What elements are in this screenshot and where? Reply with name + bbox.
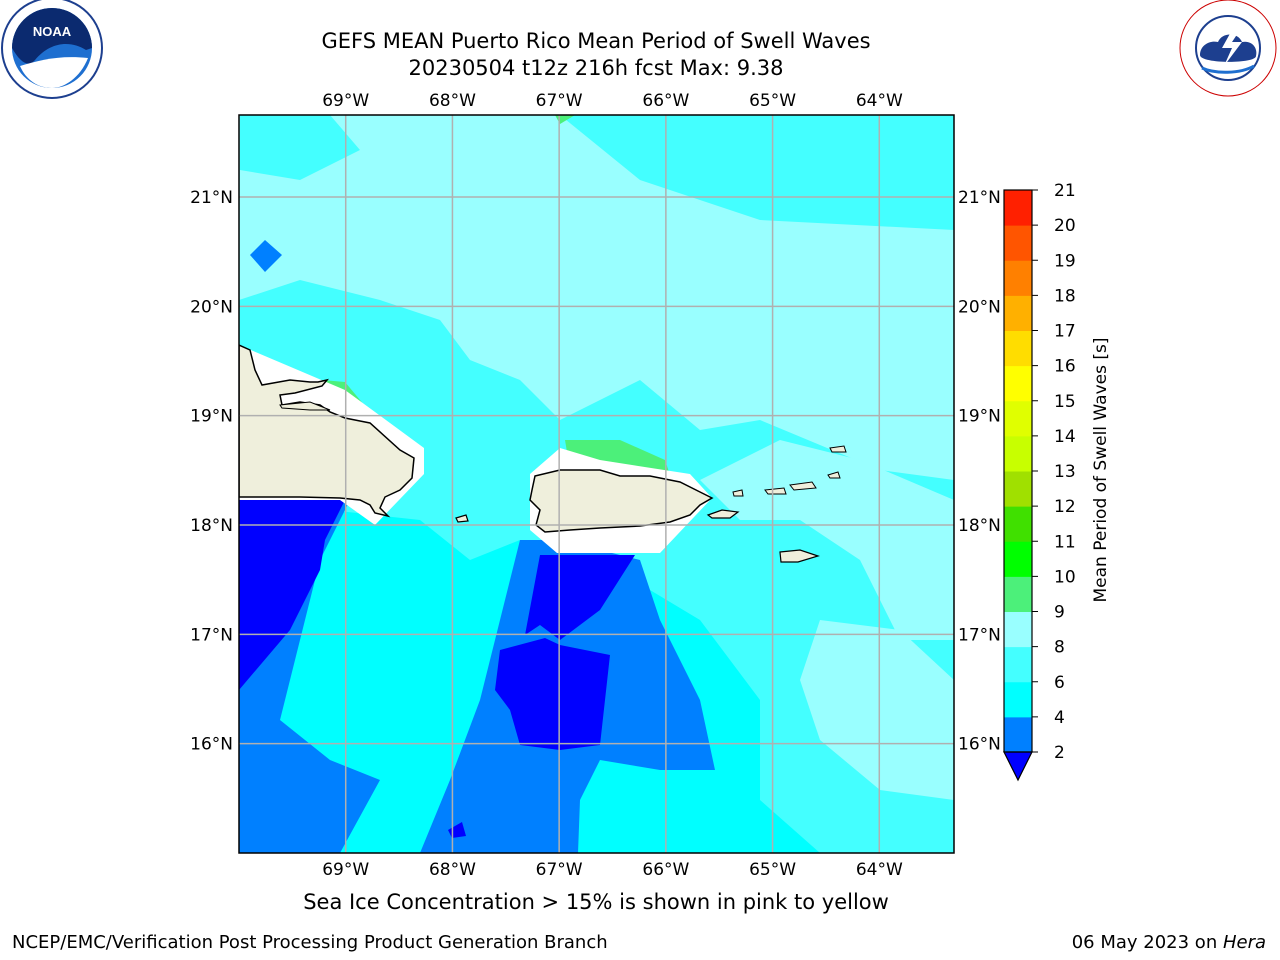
colorbar-tick-label: 16 — [1054, 357, 1076, 377]
lon-label-top: 68°W — [429, 91, 476, 111]
culebra-island — [732, 489, 744, 497]
colorbar-tick-label: 15 — [1054, 392, 1076, 412]
lat-label-left: 18°N — [190, 516, 233, 536]
colorbar-tick-label: 4 — [1054, 708, 1065, 728]
colorbar-segment — [1004, 365, 1032, 402]
colorbar-segment — [1004, 471, 1032, 507]
colorbar-tick-label: 18 — [1054, 286, 1076, 306]
lon-label-bottom: 64°W — [856, 860, 903, 880]
footer-host: Hera — [1222, 932, 1266, 953]
swell-9-10-patch-north — [555, 115, 575, 124]
colorbar-segment — [1004, 190, 1032, 226]
noaa-logo: NOAA — [1, 0, 103, 99]
lat-labels-left: 21°N 20°N 19°N 18°N 17°N 16°N — [190, 188, 233, 755]
lat-label-right: 18°N — [958, 516, 1001, 536]
contour-field — [239, 115, 954, 853]
lon-label-top: 65°W — [749, 91, 796, 111]
colorbar-segment — [1004, 611, 1032, 648]
colorbar-segment — [1004, 295, 1032, 331]
swell-lt2-region-west — [239, 500, 345, 690]
colorbar-segment — [1004, 506, 1032, 542]
lon-label-bottom: 69°W — [322, 860, 369, 880]
colorbar-tick-label: 8 — [1054, 638, 1065, 658]
colorbar-segment — [1004, 681, 1032, 718]
nws-logo — [1179, 0, 1277, 97]
tortola-island — [789, 481, 817, 491]
lat-label-right: 17°N — [958, 625, 1001, 645]
map-title: GEFS MEAN Puerto Rico Mean Period of Swe… — [321, 29, 871, 53]
colorbar: 2 4 6 8 9 10 11 12 13 14 15 16 17 18 19 20 21 — [1003, 181, 1076, 782]
lon-labels-bottom: 69°W 68°W 67°W 66°W 65°W 64°W — [322, 860, 903, 880]
lat-label-right: 20°N — [958, 297, 1001, 317]
colorbar-label: Mean Period of Swell Waves [s] — [1091, 338, 1111, 603]
footer-branch: NCEP/EMC/Verification Post Processing Pr… — [12, 932, 608, 953]
lon-label-top: 66°W — [642, 91, 689, 111]
hispaniola-land — [239, 344, 415, 518]
swell-6-8-patch — [240, 115, 360, 180]
colorbar-segment — [1004, 716, 1032, 753]
noaa-logo-text: NOAA — [33, 24, 72, 39]
map-subtitle: 20230504 t12z 216h fcst Max: 9.38 — [408, 56, 784, 80]
colorbar-segment — [1004, 225, 1032, 261]
colorbar-tick-label: 2 — [1054, 743, 1065, 763]
lat-labels-right: 21°N 20°N 19°N 18°N 17°N 16°N — [958, 188, 1001, 755]
swell-8-9-region-southeast — [800, 620, 954, 800]
colorbar-tick-label: 14 — [1054, 427, 1076, 447]
lat-label-left: 21°N — [190, 188, 233, 208]
anguilla-island — [829, 445, 847, 453]
footer-date-text: 06 May 2023 on — [1071, 932, 1223, 953]
mona-island — [455, 514, 469, 523]
swell-lt2-region-a — [525, 555, 635, 640]
colorbar-segment — [1004, 400, 1032, 437]
colorbar-segment — [1004, 576, 1032, 612]
st-thomas-island — [764, 487, 787, 495]
lon-labels-top: 69°W 68°W 67°W 66°W 65°W 64°W — [322, 91, 903, 111]
lon-label-top: 67°W — [536, 91, 583, 111]
lon-label-bottom: 67°W — [536, 860, 583, 880]
lon-label-top: 69°W — [322, 91, 369, 111]
swell-lt2-region-b — [495, 638, 610, 750]
hispaniola-peninsula — [279, 401, 331, 411]
colorbar-tick-label: 12 — [1054, 497, 1076, 517]
colorbar-tick-label: 10 — [1054, 567, 1076, 587]
colorbar-segment — [1004, 260, 1032, 296]
st-martin-island — [827, 471, 841, 479]
sea-ice-note: Sea Ice Concentration > 15% is shown in … — [303, 890, 889, 914]
vieques-island — [706, 509, 740, 519]
colorbar-tick-label: 11 — [1054, 532, 1076, 552]
swell-8-9-region — [239, 115, 954, 480]
map-frame — [238, 114, 955, 854]
graticule — [239, 115, 954, 853]
lat-label-right: 21°N — [958, 188, 1001, 208]
swell-2-4-spot — [250, 240, 282, 272]
lat-label-left: 20°N — [190, 297, 233, 317]
lat-label-left: 16°N — [190, 735, 233, 755]
colorbar-tick-label: 17 — [1054, 322, 1076, 342]
colorbar-segment — [1004, 646, 1032, 683]
colorbar-segment — [1004, 435, 1032, 472]
lat-label-right: 16°N — [958, 735, 1001, 755]
colorbar-segment — [1004, 330, 1032, 367]
lon-label-bottom: 68°W — [429, 860, 476, 880]
colorbar-tick-label: 19 — [1054, 251, 1076, 271]
lat-label-left: 17°N — [190, 625, 233, 645]
colorbar-tick-label: 13 — [1054, 462, 1076, 482]
st-croix-island — [779, 549, 820, 563]
lon-label-bottom: 65°W — [749, 860, 796, 880]
lat-label-right: 19°N — [958, 407, 1001, 427]
lat-label-left: 19°N — [190, 407, 233, 427]
lon-label-bottom: 66°W — [642, 860, 689, 880]
colorbar-tick-label: 6 — [1054, 673, 1065, 693]
colorbar-under-triangle — [1003, 751, 1033, 782]
lon-label-top: 64°W — [856, 91, 903, 111]
swell-8-9-region-east — [700, 440, 954, 640]
colorbar-segment — [1004, 541, 1032, 577]
colorbar-tick-label: 9 — [1054, 603, 1065, 623]
footer-date: 06 May 2023 on Hera — [1072, 932, 1266, 953]
colorbar-tick-label: 21 — [1054, 181, 1076, 201]
colorbar-tick-label: 20 — [1054, 216, 1076, 236]
